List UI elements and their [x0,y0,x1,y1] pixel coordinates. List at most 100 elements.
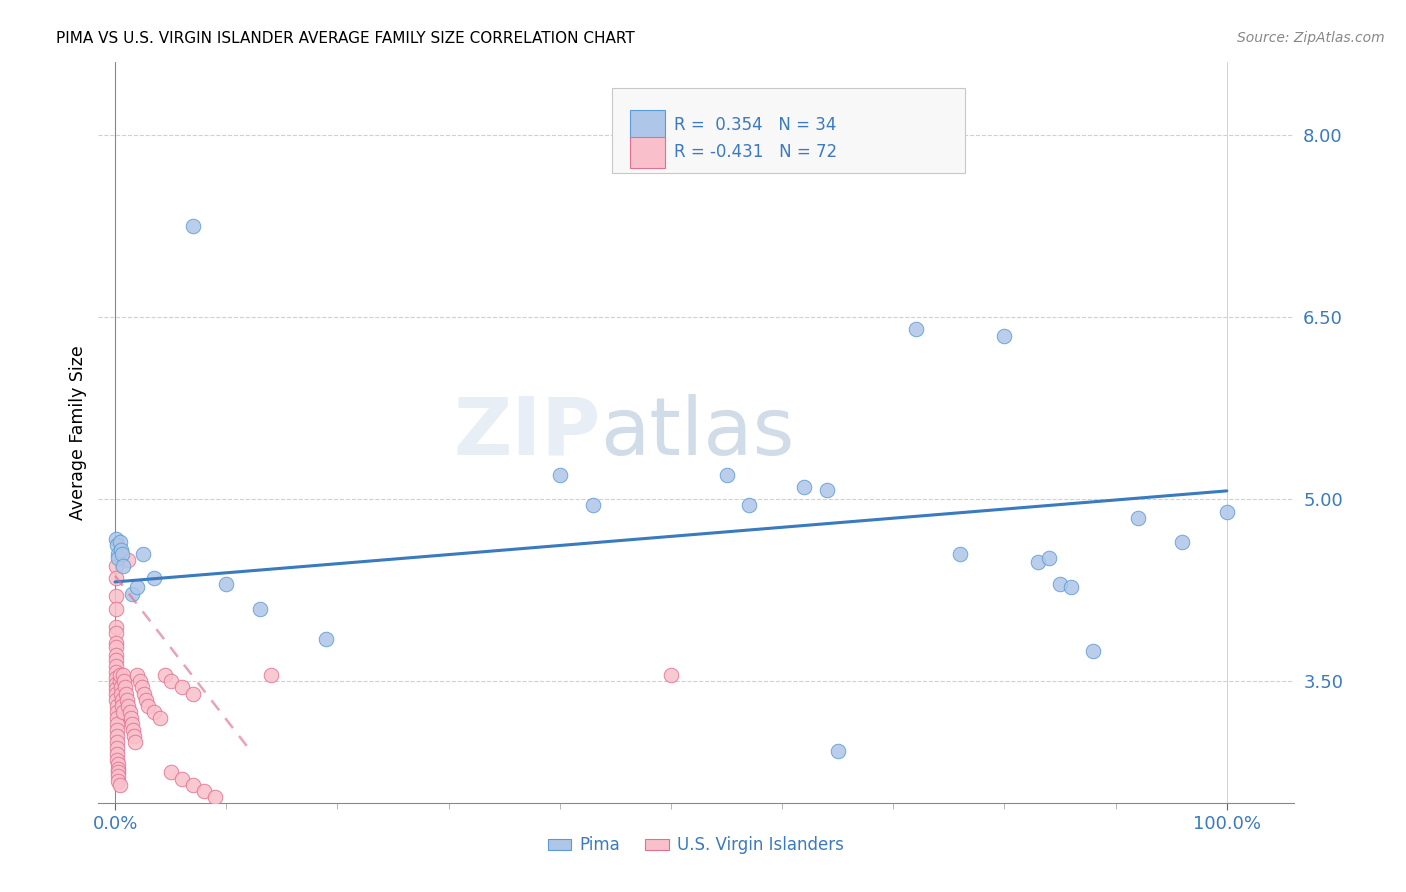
Point [114,681,136,695]
Point [108,674,131,689]
Point [117,692,139,706]
Point [1038,550,1060,565]
Point [143,571,166,585]
Text: Source: ZipAtlas.com: Source: ZipAtlas.com [1237,31,1385,45]
Point [105,671,128,685]
Point [105,711,128,725]
Point [105,687,128,701]
Point [138,698,160,713]
Point [193,783,215,797]
Text: PIMA VS U.S. VIRGIN ISLANDER AVERAGE FAMILY SIZE CORRELATION CHART: PIMA VS U.S. VIRGIN ISLANDER AVERAGE FAM… [56,31,636,46]
Point [153,668,176,682]
Point [548,468,571,483]
FancyBboxPatch shape [613,88,965,173]
FancyBboxPatch shape [630,110,665,141]
Point [170,772,193,786]
Point [1216,504,1239,518]
Point [159,765,181,780]
Point [738,499,761,513]
Point [107,765,129,780]
Point [904,322,927,336]
Point [127,668,149,682]
Point [124,735,146,749]
Point [105,665,128,679]
Point [215,577,238,591]
Point [105,747,128,762]
Text: ZIP: ZIP [453,393,600,472]
Point [121,717,143,731]
Point [111,705,134,719]
Point [122,723,145,737]
Point [105,533,128,547]
Point [108,778,131,792]
Point [143,705,166,719]
Point [107,756,129,771]
Point [117,698,139,713]
Point [793,480,815,494]
Point [107,762,129,776]
Point [107,547,129,561]
Point [315,632,337,646]
Point [122,729,145,743]
Point [105,729,128,743]
Point [107,550,129,565]
Point [249,601,271,615]
Point [105,626,128,640]
Point [148,711,170,725]
Point [120,711,142,725]
Text: R = -0.431   N = 72: R = -0.431 N = 72 [675,144,838,161]
Point [115,687,138,701]
Point [105,648,128,662]
Point [121,587,143,601]
Point [105,735,128,749]
Point [108,534,131,549]
Point [1083,644,1105,658]
Point [105,635,128,649]
Point [131,681,153,695]
Point [105,620,128,634]
Point [716,468,738,483]
Point [1060,580,1083,594]
Point [827,743,849,757]
Point [135,692,157,706]
Point [105,601,128,615]
Point [111,668,134,682]
Point [105,677,128,691]
Point [105,658,128,673]
Point [105,640,128,655]
Point [181,687,204,701]
Point [1026,556,1049,570]
Legend: Pima, U.S. Virgin Islanders: Pima, U.S. Virgin Islanders [541,830,851,861]
Point [582,499,605,513]
Point [105,705,128,719]
Point [107,774,129,789]
Point [108,668,131,682]
Point [105,741,128,756]
Point [118,705,141,719]
Point [110,681,132,695]
Point [105,723,128,737]
Point [105,698,128,713]
Point [132,547,155,561]
Point [105,753,128,767]
Point [993,328,1015,343]
Point [105,590,128,604]
Point [659,668,682,682]
Y-axis label: Average Family Size: Average Family Size [69,345,87,520]
Point [132,687,155,701]
Text: R =  0.354   N = 34: R = 0.354 N = 34 [675,116,837,134]
Point [105,717,128,731]
Point [159,674,181,689]
Point [111,698,134,713]
Point [127,580,149,594]
Point [105,571,128,585]
Point [1171,534,1194,549]
Point [260,668,283,682]
Point [117,553,139,567]
Point [181,778,204,792]
Point [110,687,132,701]
FancyBboxPatch shape [630,136,665,168]
Point [949,547,972,561]
Point [107,769,129,783]
Point [111,547,134,561]
